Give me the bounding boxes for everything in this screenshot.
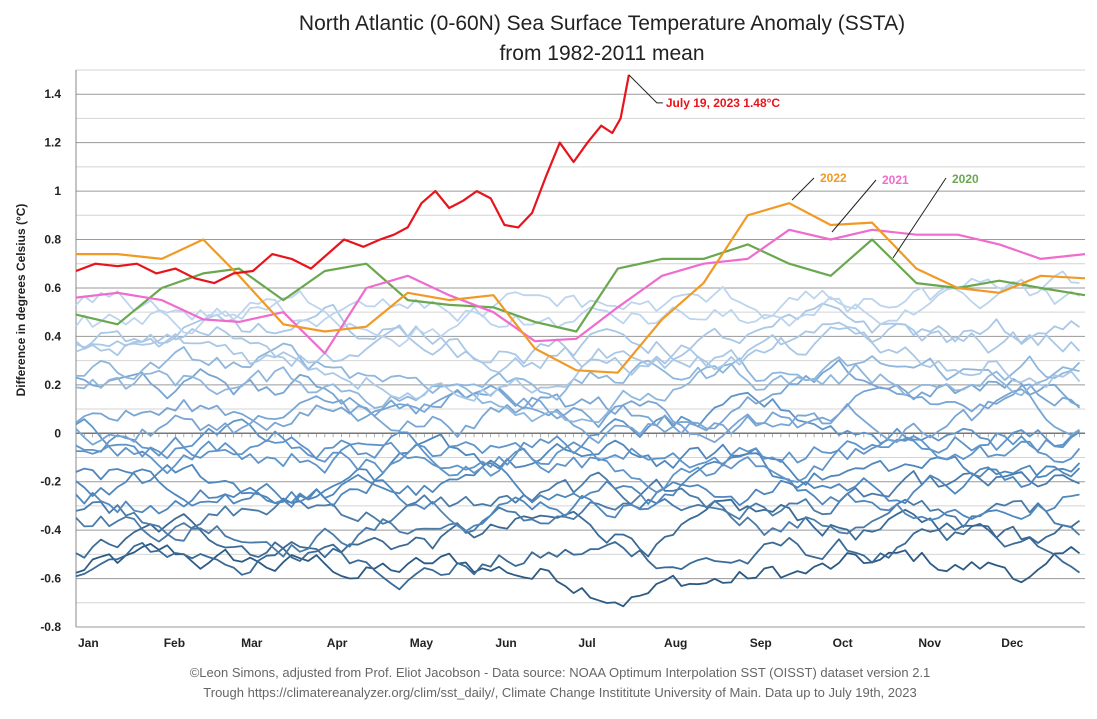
y-tick-label: 1 [54,184,61,198]
highlight-year-lines [75,74,1086,374]
y-tick-label: 1.2 [44,136,61,150]
background-year-line [75,462,1081,533]
x-tick-label: Mar [241,636,263,650]
y-tick-label: 0.6 [44,281,61,295]
x-tick-label: Aug [664,636,687,650]
y-tick-label: -0.4 [40,523,61,537]
background-year-line [75,433,1081,508]
series-line-2023 [75,74,630,285]
background-year-line [75,519,1081,591]
x-tick-label: Jun [495,636,516,650]
background-year-line [75,302,1081,374]
x-tick-label: Jan [78,636,99,650]
y-tick-label: -0.8 [40,620,61,634]
annotations: July 19, 2023 1.48°C 2022 2021 2020 [628,74,979,259]
series-line-2020 [75,238,1086,333]
annotation-2021: 2021 [882,173,909,187]
y-tick-label: 0 [54,426,61,440]
background-year-line [75,355,1080,424]
background-year-line [75,321,1081,402]
y-axis-label: Difference in degrees Celsius (°C) [14,204,28,397]
background-year-line [75,447,1080,521]
y-tick-label: 0.4 [44,329,61,343]
background-year-line [75,342,1081,401]
y-tick-label: 0.8 [44,233,61,247]
background-year-line [75,277,1080,335]
background-year-line [75,543,1081,608]
x-tick-label: Apr [327,636,348,650]
annotation-leader-2020 [892,177,947,259]
background-year-line [75,435,1081,494]
background-year-line [75,391,1080,475]
y-tick-labels: -0.8 -0.6 -0.4 -0.2 0 0.2 0.4 0.6 0.8 1 1.2 1.4 [40,87,61,634]
y-tick-label: -0.6 [40,572,61,586]
background-year-line [75,470,1080,542]
chart-title: North Atlantic (0-60N) Sea Surface Tempe… [299,12,905,35]
y-tick-label: 1.4 [44,87,61,101]
annotation-leader-2022 [791,177,815,201]
x-tick-labels: Jan Feb Mar Apr May Jun Jul Aug Sep Oct Nov Dec [78,636,1024,650]
series-line-2021 [75,228,1086,355]
annotation-2020: 2020 [952,172,979,186]
y-tick-label: -0.2 [40,475,61,489]
x-tick-label: Jul [578,636,595,650]
background-year-line [75,303,1081,371]
background-year-line [75,270,1080,348]
x-tick-label: Sep [750,636,772,650]
credit-line-2: Trough https://climatereanalyzer.org/cli… [203,685,916,700]
series-line-2022 [76,202,1086,374]
chart-subtitle: from 1982-2011 mean [499,42,704,65]
x-tick-label: May [410,636,434,650]
annotation-leader-2021 [831,179,877,233]
x-tick-label: Nov [918,636,941,650]
annotation-2022: 2022 [820,171,847,185]
annotation-2023: July 19, 2023 1.48°C [666,96,781,110]
background-year-line [75,478,1081,558]
x-tick-label: Dec [1001,636,1023,650]
y-tick-label: 0.2 [44,378,61,392]
credit-line-1: ©Leon Simons, adjusted from Prof. Eliot … [190,665,931,680]
x-tick-label: Oct [833,636,853,650]
annotation-leader-2023 [628,74,663,104]
background-year-line [75,383,1081,445]
x-tick-label: Feb [164,636,185,650]
background-year-line [75,418,1080,477]
background-year-lines [75,270,1081,608]
